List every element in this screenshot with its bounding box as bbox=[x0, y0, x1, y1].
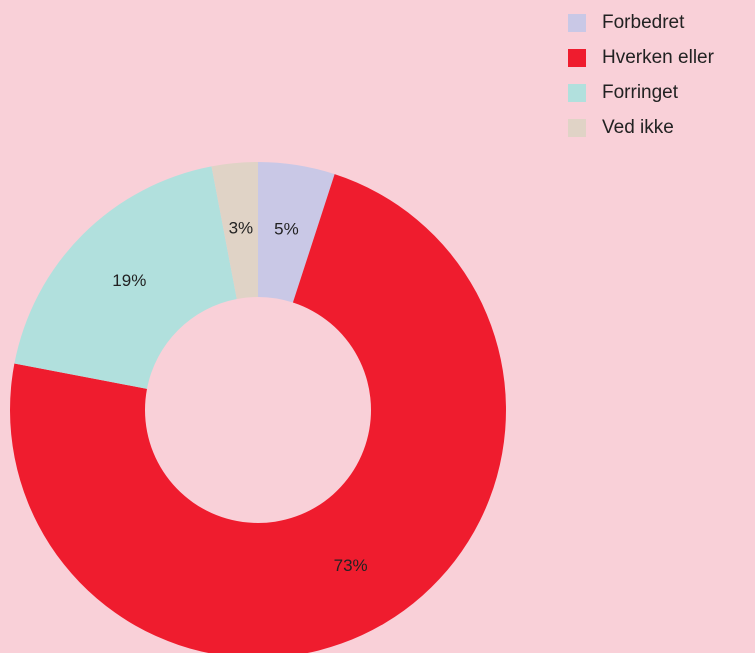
donut-slice bbox=[258, 162, 335, 303]
legend-label: Forbedret bbox=[602, 12, 685, 33]
legend-swatch bbox=[568, 84, 586, 102]
donut-slice bbox=[211, 162, 258, 300]
data-label: 5% bbox=[274, 220, 299, 239]
legend-label: Hverken eller bbox=[602, 47, 715, 68]
data-label: 3% bbox=[229, 218, 254, 237]
legend-swatch bbox=[568, 49, 586, 67]
donut-slice bbox=[10, 174, 506, 653]
legend-swatch bbox=[568, 14, 586, 32]
data-label: 73% bbox=[334, 556, 368, 575]
legend-label: Ved ikke bbox=[602, 117, 674, 138]
donut-slice bbox=[14, 166, 237, 389]
legend-swatch bbox=[568, 119, 586, 137]
data-label: 19% bbox=[112, 271, 146, 290]
legend-label: Forringet bbox=[602, 82, 679, 103]
